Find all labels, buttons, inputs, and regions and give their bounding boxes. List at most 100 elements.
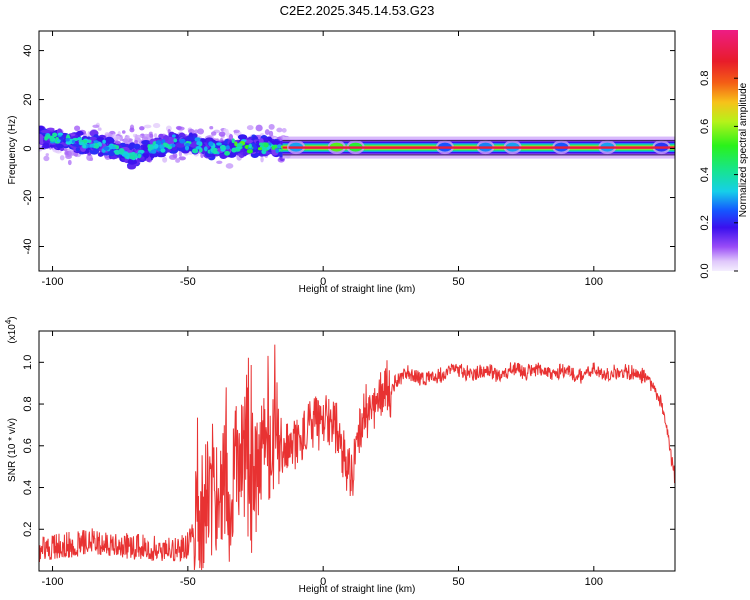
spectrogram-bright-blob [44, 136, 48, 141]
spectrogram-core-blob [39, 133, 44, 141]
spectrogram-faint-blob [276, 127, 283, 133]
spectrogram-core-blob [270, 140, 281, 145]
spectrogram-bright-blob [271, 145, 276, 150]
spectrogram-core-blob [127, 163, 137, 170]
spectrogram-faint-blob [67, 159, 72, 166]
spectrogram-bright-blob [236, 143, 243, 147]
snr-background [39, 331, 675, 571]
spectrogram-faint-blob [194, 129, 199, 134]
spectrogram-bright-blob [77, 137, 83, 141]
spectrogram-faint-blob [123, 138, 129, 145]
spectrogram-faint-blob [143, 124, 152, 129]
spectrogram-bright-blob [103, 146, 110, 151]
spectrogram-bright-blob [65, 137, 70, 142]
spectrogram-bright-blob [185, 145, 189, 151]
spectrogram-bright-blob [171, 143, 176, 148]
spectrogram-faint-blob [175, 158, 181, 163]
spectrogram-bright-blob [163, 142, 168, 147]
spectrogram-bright-blob [275, 148, 280, 154]
spectrogram-faint-blob [97, 127, 102, 131]
snr-series-line [39, 344, 675, 571]
spectrogram-faint-blob [197, 128, 205, 135]
spectrogram-faint-blob [121, 130, 126, 134]
spectrogram-bright-blob [261, 146, 267, 152]
spectrogram-core-blob [110, 155, 117, 160]
spectrogram-bright-blob [194, 137, 201, 142]
spectrogram-bright-blob [161, 139, 166, 144]
snr-y-tick-label: 0.2 [22, 522, 34, 537]
spectrogram-faint-blob [216, 160, 223, 164]
spectrogram-bright-blob [94, 143, 100, 149]
spectrogram-bright-scatter [44, 132, 292, 161]
spectrogram-faint-blob [264, 129, 270, 135]
spectrogram-bright-blob [224, 150, 230, 156]
spectrogram-faint-blob [74, 125, 81, 132]
spectrogram-x-tick-label: -50 [180, 276, 196, 288]
spectrogram-faint-blob [281, 128, 287, 133]
svg-text:(x104): (x104) [4, 316, 18, 343]
spectrogram-x-tick-label: 100 [585, 276, 603, 288]
spectrogram-core-blob [55, 143, 64, 149]
spectrogram-core-blob [97, 152, 104, 157]
spectrogram-faint-blob [260, 156, 264, 163]
spectrogram-bright-blob [57, 132, 64, 136]
snr-y-tick-label: 0.4 [22, 480, 34, 495]
snr-frame [38, 330, 676, 572]
snr-scale-label: (x104) [4, 316, 18, 343]
spectrogram-faint-blob [114, 135, 121, 140]
spectrogram-faint-blob [59, 155, 65, 161]
spectrogram-faint-blob [188, 128, 195, 134]
spectrogram-faint-blob [162, 156, 168, 163]
spectrogram-bright-blob [203, 146, 208, 152]
spectrogram-core-blob [42, 142, 50, 149]
colorbar-gradient [712, 30, 738, 271]
spectrogram-bright-blob [155, 140, 162, 145]
spectrogram-core-blob [156, 152, 166, 158]
spectrogram-bright-blob [118, 148, 125, 153]
snr-x-tick-label: -50 [180, 576, 196, 588]
spectrogram-bright-blob [220, 146, 227, 151]
spectrogram-faint-blob [134, 134, 143, 138]
spectrogram-bright-blob [114, 151, 121, 155]
spectrogram-bright-blob [216, 142, 222, 146]
spectrogram-bright-blob [160, 148, 166, 153]
colorbar-label: Normalized spectral amplitude [738, 82, 749, 217]
spectrogram-bright-blob [137, 153, 142, 159]
spectrogram-bright-blob [246, 149, 253, 154]
spectrogram-faint-blob [149, 133, 154, 138]
spectrogram-bright-blob [93, 140, 99, 144]
spectrogram-y-axis-label: Frequency (Hz) [7, 116, 18, 185]
spectrogram-core-blob [96, 136, 105, 142]
spectrogram-bright-blob [71, 139, 76, 144]
spectrogram-core-blob [76, 130, 84, 136]
spectrogram-core-blob [141, 139, 152, 145]
spectrogram-faint-blob [92, 124, 100, 128]
snr-y-ticks: 0.2 0.4 0.6 0.8 1.0 [22, 355, 675, 537]
spectrogram-bright-blob [191, 148, 199, 154]
spectrogram-bright-blob [121, 153, 129, 157]
spectrogram-bright-blob [231, 138, 235, 144]
spectrogram-core-blob [107, 139, 115, 144]
snr-y-tick-label: 0.6 [22, 438, 34, 453]
spectrogram-band [282, 136, 675, 159]
snr-scale-exponent: 4 [4, 319, 13, 324]
spectrogram-band-peak [288, 146, 675, 149]
colorbar-tick-label: 0.2 [699, 215, 711, 230]
spectrogram-core-blob [278, 151, 284, 158]
spectrogram-bright-blob [257, 147, 263, 151]
spectrogram-bright-blob [196, 141, 202, 146]
spectrogram-core-blob [142, 144, 149, 152]
spectrogram-faint-blob [246, 125, 254, 131]
spectrogram-y-tick-label: 40 [22, 44, 34, 56]
spectrogram-core-blob [75, 147, 80, 152]
spectrogram-core-blob [189, 142, 198, 148]
spectrogram-bright-blob [248, 143, 252, 149]
snr-x-tick-label: -100 [42, 576, 64, 588]
spectrogram-faint-blob [152, 123, 161, 129]
spectrogram-bright-blob [52, 132, 58, 138]
spectrogram-core-blob [46, 127, 55, 131]
spectrogram-y-tick-label: -40 [22, 239, 34, 255]
spectrogram-faint-blob [233, 129, 240, 134]
snr-x-tick-label: 50 [452, 576, 464, 588]
